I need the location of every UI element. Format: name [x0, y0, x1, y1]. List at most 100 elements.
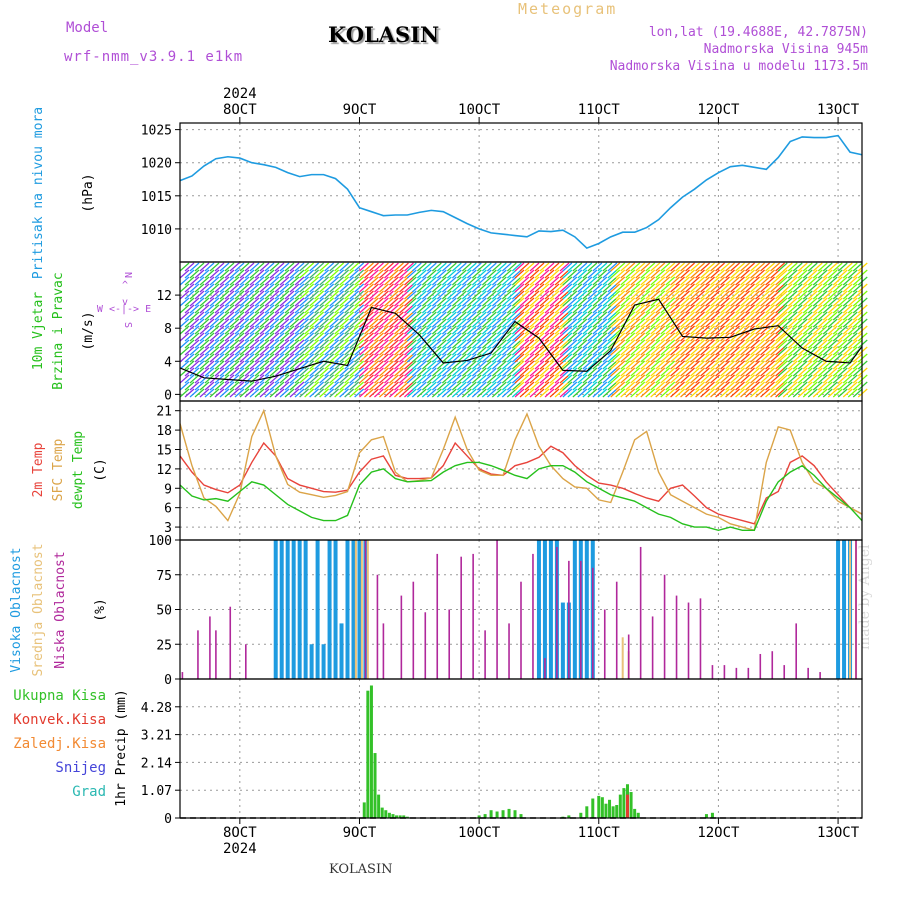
wind-barb: [379, 311, 389, 321]
wind-barb: [319, 311, 330, 321]
wind-barb: [842, 332, 853, 342]
y-tick-label: 1020: [141, 157, 172, 172]
wind-barb: [329, 388, 340, 398]
wind-barb: [349, 346, 360, 356]
wind-barb: [199, 346, 210, 356]
wind-barb: [284, 374, 295, 384]
wind-barb: [406, 290, 417, 300]
wind-barb: [822, 283, 833, 293]
wind-barb: [289, 381, 300, 391]
wind-barb: [715, 360, 725, 370]
wind-barb: [364, 325, 374, 335]
wind-barb: [501, 360, 512, 370]
wind-barb: [655, 318, 666, 328]
wind-barb: [610, 388, 621, 398]
wind-barb: [359, 346, 369, 356]
wind-barb: [234, 388, 245, 398]
wind-barb: [436, 374, 447, 384]
wind-barb: [802, 388, 813, 398]
wind-barb: [645, 339, 656, 349]
wind-barb: [760, 311, 770, 321]
low-cloud-bar: [532, 553, 534, 679]
wind-barb: [534, 339, 545, 349]
wind-barb: [524, 269, 535, 279]
wind-barb: [501, 304, 512, 314]
wind-barb: [534, 374, 545, 384]
wind-barb: [807, 297, 818, 307]
wind-barb: [620, 367, 631, 377]
wind-barb: [389, 346, 399, 356]
wind-barb: [577, 262, 588, 272]
wind-barb: [519, 353, 530, 363]
wind-barb: [239, 304, 250, 314]
wind-barb: [787, 353, 798, 363]
wind-barb: [199, 339, 210, 349]
wind-barb: [857, 304, 868, 314]
total-precip-bar: [604, 803, 608, 818]
wind-barb: [660, 311, 671, 321]
wind-barb: [665, 360, 676, 370]
wind-barb: [214, 276, 225, 286]
wind-barb: [544, 262, 555, 272]
wind-barb: [792, 367, 803, 377]
wind-barb: [837, 290, 848, 300]
wind-barb: [436, 297, 447, 307]
wind-barb: [501, 374, 512, 384]
wind-barb: [436, 381, 447, 391]
wind-barb: [229, 318, 240, 328]
wind-barb: [802, 269, 813, 279]
wind-barb: [189, 276, 200, 286]
wind-barb: [406, 353, 417, 363]
y-tick-label: 50: [156, 604, 172, 619]
wind-barb: [426, 297, 437, 307]
wind-barb: [314, 367, 325, 377]
wind-barb: [501, 353, 512, 363]
wind-barb: [690, 269, 700, 279]
wind-barb: [481, 269, 492, 279]
wind-barb: [534, 262, 545, 272]
wind-barb: [549, 283, 560, 293]
wind-barb: [309, 332, 320, 342]
wind-barb: [852, 304, 863, 314]
wind-barb: [379, 304, 389, 314]
high-cloud-bar: [536, 540, 541, 679]
wind-barb: [384, 388, 394, 398]
wind-barb: [324, 304, 335, 314]
wind-barb: [607, 360, 618, 370]
compass-s: S: [122, 322, 133, 328]
wind-barb: [607, 353, 618, 363]
wind-barb: [279, 360, 290, 370]
wind-barb: [329, 325, 340, 335]
wind-barb: [204, 381, 215, 391]
wind-barb: [299, 304, 310, 314]
wind-barb: [695, 325, 705, 335]
dewpt-temp-title: dewpt Temp: [71, 431, 86, 509]
wind-barb: [640, 325, 651, 335]
wind-barb: [184, 388, 195, 398]
wind-barb: [431, 367, 442, 377]
wind-barb: [486, 374, 497, 384]
wind-barb: [511, 283, 522, 293]
wind-barb: [304, 262, 315, 272]
wind-barb: [792, 360, 803, 370]
wind-barb: [745, 353, 755, 363]
temp-2m-title: 2m Temp: [31, 442, 46, 497]
wind-barb: [239, 367, 250, 377]
wind-barb: [592, 360, 603, 370]
wind-barb: [189, 339, 200, 349]
wind-barb: [777, 276, 788, 286]
wind-barb: [827, 283, 838, 293]
wind-barb: [234, 318, 245, 328]
wind-barb: [501, 325, 512, 335]
wind-barb: [680, 381, 690, 391]
y-tick-label: 12: [156, 463, 172, 478]
wind-barb: [770, 381, 780, 391]
wind-barb: [857, 318, 868, 328]
wind-barb: [680, 339, 690, 349]
wind-barb: [775, 388, 785, 398]
wind-barb: [379, 388, 389, 398]
wind-barb: [349, 353, 360, 363]
wind-barb: [354, 276, 365, 286]
wind-barb: [655, 346, 666, 356]
wind-barb: [264, 311, 275, 321]
